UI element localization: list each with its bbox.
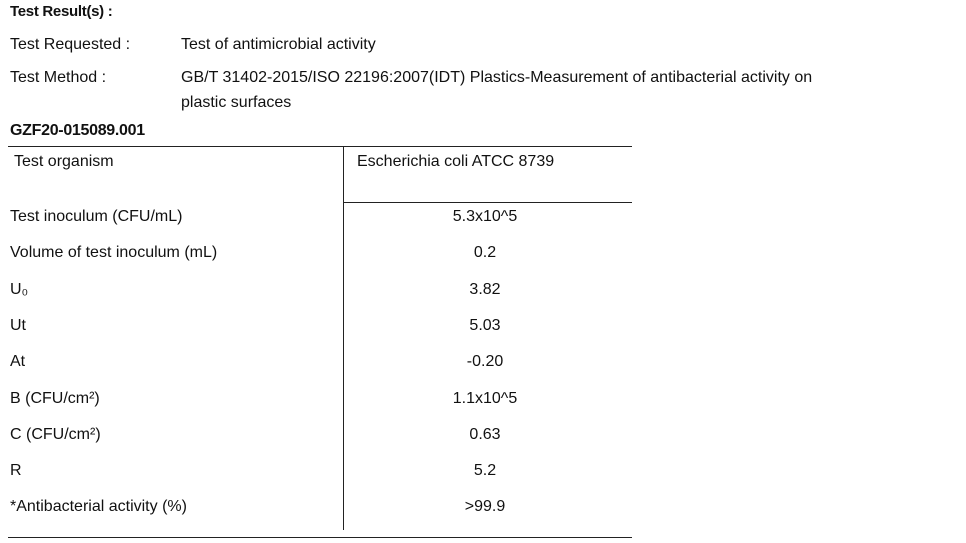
- section-title: Test Result(s) :: [10, 3, 113, 20]
- row-value: 3.82: [469, 280, 501, 298]
- row-label: *Antibacterial activity (%): [10, 498, 187, 516]
- row-value: 5.3x10^5: [452, 208, 518, 225]
- row-label: Ut: [10, 316, 26, 334]
- row-label: R: [10, 462, 22, 480]
- column-rule: [343, 146, 344, 530]
- row-value: 0.63: [469, 425, 501, 443]
- row-label: Volume of test inoculum (mL): [10, 244, 218, 262]
- row-value: 5.2: [473, 462, 497, 480]
- row-label: U₀: [10, 280, 29, 298]
- header-rule: [343, 202, 632, 203]
- table-header-cell: Test organism: [14, 153, 114, 170]
- row-value: 5.03: [469, 316, 501, 334]
- table-top-rule: [8, 146, 632, 147]
- info-label: Test Method :: [10, 69, 107, 86]
- row-label: Test inoculum (CFU/mL): [10, 208, 183, 225]
- sample-id: GZF20-015089.001: [10, 122, 145, 139]
- row-value: 1.1x10^5: [452, 389, 518, 407]
- info-value: GB/T 31402-2015/ISO 22196:2007(IDT) Plas…: [181, 69, 813, 86]
- info-label: Test Requested :: [10, 36, 131, 53]
- table-bottom-rule: [8, 537, 632, 538]
- row-label: B (CFU/cm²): [10, 389, 100, 407]
- info-value: Test of antimicrobial activity: [181, 36, 376, 53]
- row-value: -0.20: [466, 353, 504, 371]
- info-value: plastic surfaces: [181, 94, 292, 111]
- row-label: At: [10, 353, 26, 371]
- row-label: C (CFU/cm²): [10, 425, 101, 443]
- table-header-cell: Escherichia coli ATCC 8739: [357, 153, 555, 170]
- row-value: >99.9: [464, 498, 506, 516]
- row-value: 0.2: [473, 244, 497, 262]
